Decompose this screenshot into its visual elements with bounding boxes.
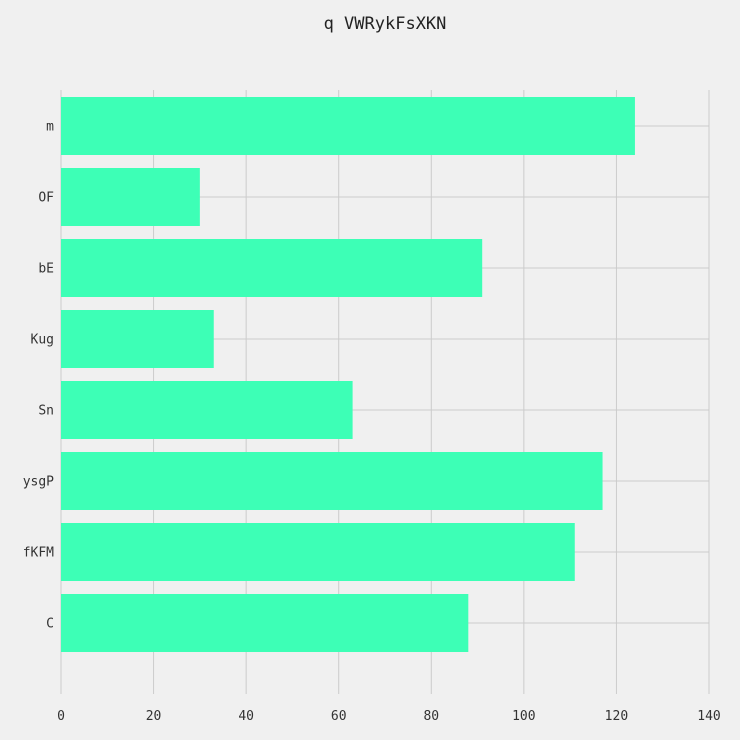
bar-m [61, 97, 635, 155]
bar-OF [61, 168, 200, 226]
x-tick-label: 0 [57, 709, 65, 724]
bar-fKFM [61, 523, 575, 581]
bar-bE [61, 239, 483, 297]
bars [61, 97, 635, 652]
y-tick-label: OF [38, 191, 54, 206]
x-tick-label: 80 [423, 709, 439, 724]
bar-ysgP [61, 452, 603, 510]
x-tick-label: 60 [331, 709, 347, 724]
y-tick-label: Kug [31, 333, 54, 348]
y-tick-label: C [46, 617, 54, 632]
y-tick-label: Sn [38, 404, 54, 419]
y-tick-label: bE [38, 262, 54, 277]
x-tick-label: 40 [238, 709, 254, 724]
x-tick-label: 120 [605, 709, 628, 724]
x-tick-label: 140 [697, 709, 720, 724]
y-tick-labels: m OF bE Kug Sn ysgP fKFM C [23, 120, 54, 632]
bar-Kug [61, 310, 214, 368]
x-tick-label: 20 [146, 709, 162, 724]
y-tick-label: ysgP [23, 475, 54, 490]
bar-C [61, 594, 469, 652]
x-tick-labels: 0 20 40 60 80 100 120 140 [57, 709, 721, 724]
x-tick-label: 100 [512, 709, 535, 724]
bar-Sn [61, 381, 353, 439]
y-tick-label: fKFM [23, 546, 54, 561]
y-tick-label: m [46, 120, 54, 135]
chart-title: q VWRykFsXKN [324, 14, 447, 34]
